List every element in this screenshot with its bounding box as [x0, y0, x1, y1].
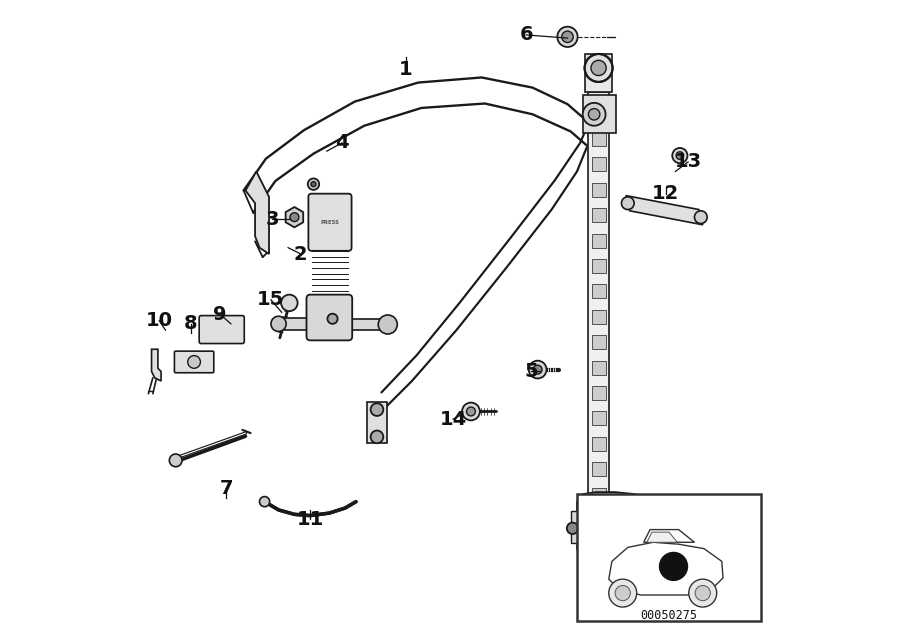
- FancyBboxPatch shape: [175, 351, 214, 373]
- Circle shape: [591, 60, 607, 76]
- Text: 9: 9: [213, 305, 227, 324]
- Polygon shape: [644, 530, 695, 542]
- Circle shape: [169, 454, 182, 467]
- Polygon shape: [647, 532, 678, 542]
- Circle shape: [672, 148, 688, 163]
- Polygon shape: [626, 196, 703, 225]
- Bar: [591, 284, 606, 298]
- Bar: [591, 208, 606, 222]
- Bar: [583, 95, 617, 133]
- Circle shape: [676, 152, 684, 159]
- Bar: [591, 462, 606, 476]
- Text: 8: 8: [184, 314, 198, 333]
- Polygon shape: [348, 319, 380, 330]
- Circle shape: [601, 513, 629, 541]
- Circle shape: [308, 178, 320, 190]
- Bar: [591, 386, 606, 400]
- Circle shape: [462, 403, 480, 420]
- Circle shape: [591, 503, 639, 551]
- Bar: [591, 157, 606, 171]
- Bar: [589, 92, 608, 549]
- Text: 00050275: 00050275: [641, 610, 698, 622]
- Bar: [577, 494, 761, 621]
- Circle shape: [615, 585, 630, 601]
- Text: 4: 4: [335, 133, 349, 152]
- Bar: [571, 511, 582, 543]
- Text: 7: 7: [220, 479, 233, 498]
- Polygon shape: [278, 318, 310, 330]
- Circle shape: [290, 213, 299, 222]
- Bar: [367, 402, 386, 443]
- Bar: [591, 234, 606, 248]
- Polygon shape: [246, 171, 269, 254]
- FancyBboxPatch shape: [199, 316, 244, 344]
- Text: 11: 11: [297, 510, 324, 529]
- Text: 10: 10: [146, 311, 173, 330]
- Circle shape: [371, 431, 383, 443]
- Polygon shape: [577, 492, 653, 562]
- Circle shape: [259, 497, 270, 507]
- FancyBboxPatch shape: [307, 295, 352, 340]
- Circle shape: [688, 579, 716, 607]
- Text: 12: 12: [652, 184, 680, 203]
- Bar: [591, 259, 606, 273]
- Circle shape: [271, 316, 286, 331]
- Circle shape: [371, 403, 383, 416]
- Text: 14: 14: [439, 410, 467, 429]
- Bar: [585, 54, 612, 92]
- Bar: [591, 361, 606, 375]
- Circle shape: [466, 407, 475, 416]
- Circle shape: [562, 31, 573, 43]
- Bar: [591, 132, 606, 146]
- Circle shape: [695, 585, 710, 601]
- Bar: [591, 411, 606, 425]
- Circle shape: [533, 365, 542, 374]
- Circle shape: [557, 27, 578, 47]
- Circle shape: [695, 211, 707, 224]
- Bar: [591, 437, 606, 451]
- Circle shape: [621, 197, 634, 210]
- Text: 1: 1: [399, 60, 412, 79]
- Circle shape: [328, 314, 338, 324]
- Text: PRESS: PRESS: [320, 220, 339, 225]
- Circle shape: [660, 552, 688, 580]
- Polygon shape: [151, 349, 161, 381]
- Circle shape: [608, 579, 636, 607]
- Text: 3: 3: [266, 210, 279, 229]
- Bar: [591, 513, 606, 527]
- Circle shape: [567, 523, 579, 534]
- Circle shape: [585, 54, 613, 82]
- Polygon shape: [285, 207, 303, 227]
- Text: 2: 2: [294, 244, 308, 264]
- Bar: [591, 335, 606, 349]
- Text: 6: 6: [519, 25, 533, 44]
- FancyBboxPatch shape: [309, 194, 352, 251]
- Circle shape: [310, 182, 316, 187]
- Text: 15: 15: [257, 290, 284, 309]
- Bar: [591, 183, 606, 197]
- Circle shape: [281, 295, 298, 311]
- Circle shape: [589, 109, 600, 120]
- Text: 5: 5: [525, 362, 538, 381]
- Circle shape: [528, 361, 546, 378]
- Bar: [591, 488, 606, 502]
- Polygon shape: [608, 542, 723, 595]
- Bar: [591, 310, 606, 324]
- Circle shape: [188, 356, 201, 368]
- Circle shape: [582, 103, 606, 126]
- Text: 13: 13: [675, 152, 702, 171]
- Circle shape: [378, 315, 397, 334]
